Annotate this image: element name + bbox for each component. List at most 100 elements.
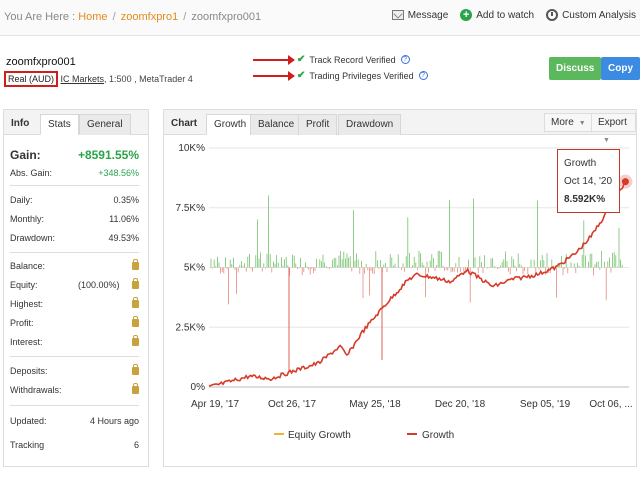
withdrawals-value xyxy=(132,383,139,395)
withdrawals-row: Withdrawals: xyxy=(10,383,139,395)
data-point xyxy=(621,178,629,186)
account-leverage-platform: , 1:500 , MetaTrader 4 xyxy=(104,74,193,84)
message-button[interactable]: Message xyxy=(391,9,448,21)
breadcrumb-current: zoomfxpro001 xyxy=(191,11,262,23)
x-tick-label: Apr 19, '17 xyxy=(191,399,239,410)
abs-gain-row: Abs. Gain: +348.56% xyxy=(10,168,139,178)
monthly-row: Monthly: 11.06% xyxy=(10,214,139,224)
lock-icon xyxy=(132,364,139,375)
deposits-row: Deposits: xyxy=(10,364,139,376)
lock-icon xyxy=(132,297,139,308)
tab-chart[interactable]: Chart xyxy=(171,118,198,129)
equity-label: Equity: xyxy=(10,280,38,290)
y-tick-label: 2.5K% xyxy=(176,322,206,333)
chevron-down-icon: ▼ xyxy=(603,137,610,144)
x-tick-label: Oct 26, '17 xyxy=(268,399,316,410)
interest-label: Interest: xyxy=(10,337,43,347)
daily-label: Daily: xyxy=(10,195,33,205)
tooltip-date: Oct 14, '20 xyxy=(564,176,613,187)
top-bar: You Are Here : Home / zoomfxpro1 / zoomf… xyxy=(0,0,640,36)
account-header: zoomfxpro001 Real (AUD) IC Markets, 1:50… xyxy=(0,46,640,90)
chart-tooltip: Growth Oct 14, '20 8.592K% xyxy=(557,149,620,213)
check-icon: ✔ xyxy=(297,54,306,65)
trading-privileges-verified: ✔ Trading Privileges Verified ? xyxy=(253,70,428,81)
legend-label-growth: Growth xyxy=(422,430,454,441)
y-tick-label: 0% xyxy=(191,382,206,393)
deposits-label: Deposits: xyxy=(10,366,48,376)
drawdown-row: Drawdown: 49.53% xyxy=(10,233,139,243)
profit-label: Profit: xyxy=(10,318,34,328)
monthly-label: Monthly: xyxy=(10,214,45,224)
custom-analysis-button[interactable]: Custom Analysis xyxy=(546,9,636,21)
gain-row: Gain: +8591.55% xyxy=(10,148,139,162)
breadcrumb-separator: / xyxy=(112,11,116,23)
gain-value: +8591.55% xyxy=(77,148,139,162)
lock-icon xyxy=(132,259,139,270)
abs-gain-value: +348.56% xyxy=(98,168,139,178)
tab-stats[interactable]: Stats xyxy=(40,114,79,135)
trading-privileges-label: Trading Privileges Verified xyxy=(309,70,414,81)
add-to-watch-label: Add to watch xyxy=(476,9,535,21)
interest-row: Interest: xyxy=(10,335,139,347)
stats-panel: Info Stats General Gain: +8591.55% Abs. … xyxy=(3,109,149,467)
divider xyxy=(10,185,139,186)
tab-general[interactable]: General xyxy=(79,114,131,135)
divider xyxy=(10,356,139,357)
highest-value xyxy=(132,297,139,309)
breadcrumb-section-link[interactable]: zoomfxpro1 xyxy=(120,11,179,23)
profit-value xyxy=(132,316,139,328)
breadcrumb-separator: / xyxy=(183,11,187,23)
lock-icon xyxy=(132,383,139,394)
monthly-value: 11.06% xyxy=(109,214,139,224)
stats-tabs: Info Stats General xyxy=(4,110,148,135)
interest-value xyxy=(132,335,139,347)
balance-row: Balance: xyxy=(10,259,139,271)
abs-gain-label: Abs. Gain: xyxy=(10,168,53,178)
export-dropdown[interactable]: Export ▼ xyxy=(591,113,636,144)
tracking-label: Tracking xyxy=(10,440,45,450)
balance-value xyxy=(132,259,139,271)
broker-link[interactable]: IC Markets xyxy=(60,74,105,84)
tooltip-series: Growth xyxy=(564,158,597,169)
account-name: zoomfxpro001 xyxy=(6,56,76,68)
updated-row: Updated: 4 Hours ago xyxy=(10,416,139,426)
help-icon[interactable]: ? xyxy=(418,71,428,80)
top-actions: Message + Add to watch Custom Analysis xyxy=(391,9,636,21)
check-icon: ✔ xyxy=(297,70,306,81)
add-to-watch-button[interactable]: + Add to watch xyxy=(460,9,534,21)
y-tick-label: 7.5K% xyxy=(176,203,206,214)
tab-profit[interactable]: Profit xyxy=(298,114,338,135)
divider xyxy=(10,405,139,406)
updated-label: Updated: xyxy=(10,416,47,426)
track-record-label: Track Record Verified xyxy=(309,54,396,65)
plus-circle-icon: + xyxy=(460,9,473,21)
breadcrumb: You Are Here : Home / zoomfxpro1 / zoomf… xyxy=(4,11,261,23)
clock-icon xyxy=(546,9,559,21)
equity-value: (100.00%) xyxy=(78,278,139,290)
tab-info[interactable]: Info xyxy=(11,118,30,129)
drawdown-label: Drawdown: xyxy=(10,233,56,243)
chart-tabs: Chart Growth Balance Profit Drawdown Mor… xyxy=(164,110,636,144)
profit-row: Profit: xyxy=(10,316,139,328)
account-details: Real (AUD) IC Markets, 1:500 , MetaTrade… xyxy=(4,71,193,87)
x-tick-label: Dec 20, '18 xyxy=(435,399,486,410)
y-tick-label: 10K% xyxy=(178,143,205,154)
arrow-right-icon xyxy=(253,54,295,65)
x-tick-label: Oct 06, ... xyxy=(589,399,632,410)
x-tick-label: May 25, '18 xyxy=(349,399,401,410)
help-icon[interactable]: ? xyxy=(400,55,410,64)
export-label: Export xyxy=(598,117,627,128)
tab-growth[interactable]: Growth xyxy=(206,114,255,135)
lock-icon xyxy=(132,335,139,346)
tab-drawdown[interactable]: Drawdown xyxy=(338,114,402,135)
growth-chart[interactable]: 0% 2.5K% 5K% 7.5K% 10K% Apr 19, '17 Oct 26, '1… xyxy=(164,110,638,468)
track-record-verified: ✔ Track Record Verified ? xyxy=(253,54,410,65)
updated-value: 4 Hours ago xyxy=(89,416,139,426)
breadcrumb-home-link[interactable]: Home xyxy=(78,11,108,23)
discuss-button[interactable]: Discuss xyxy=(549,57,602,80)
copy-button[interactable]: Copy xyxy=(601,57,640,80)
gain-label: Gain: xyxy=(10,148,41,162)
equity-row: Equity: (100.00%) xyxy=(10,278,139,290)
y-tick-label: 5K% xyxy=(184,263,205,274)
withdrawals-label: Withdrawals: xyxy=(10,385,62,395)
